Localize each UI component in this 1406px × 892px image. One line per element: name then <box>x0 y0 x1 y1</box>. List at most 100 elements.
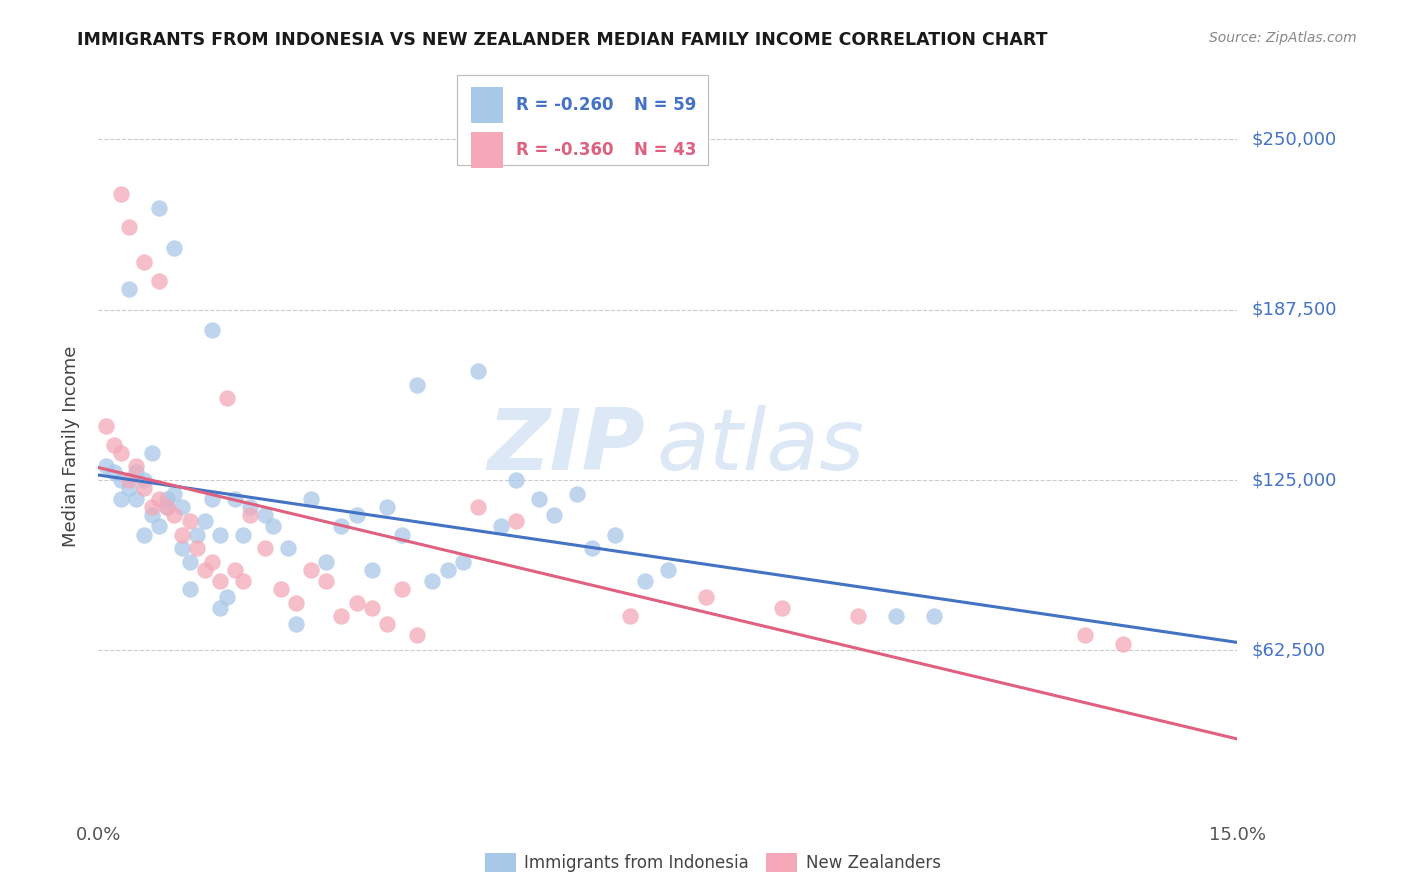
Point <box>208 574 231 588</box>
Point <box>884 609 907 624</box>
Point <box>118 473 141 487</box>
Point <box>232 527 254 541</box>
Point <box>224 563 246 577</box>
Point <box>132 255 155 269</box>
Point <box>375 617 398 632</box>
Point <box>467 364 489 378</box>
Point <box>299 563 322 577</box>
FancyBboxPatch shape <box>457 75 707 165</box>
Point <box>217 392 239 406</box>
Text: N = 43: N = 43 <box>634 141 696 159</box>
Text: New Zealanders: New Zealanders <box>806 854 941 871</box>
Point <box>224 492 246 507</box>
Point <box>232 574 254 588</box>
Point <box>125 465 148 479</box>
Point <box>179 514 201 528</box>
Point <box>141 446 163 460</box>
Point <box>103 465 125 479</box>
Point <box>170 500 193 515</box>
Point <box>391 527 413 541</box>
Point <box>94 459 117 474</box>
Point <box>330 609 353 624</box>
Text: N = 59: N = 59 <box>634 96 696 114</box>
Point <box>186 527 208 541</box>
Point <box>179 582 201 596</box>
Text: IMMIGRANTS FROM INDONESIA VS NEW ZEALANDER MEDIAN FAMILY INCOME CORRELATION CHAR: IMMIGRANTS FROM INDONESIA VS NEW ZEALAND… <box>77 31 1047 49</box>
Point <box>619 609 641 624</box>
Point <box>657 563 679 577</box>
Point <box>299 492 322 507</box>
Point <box>194 563 217 577</box>
Point <box>148 274 170 288</box>
Point <box>436 563 458 577</box>
Point <box>110 492 132 507</box>
Text: R = -0.260: R = -0.260 <box>516 96 614 114</box>
Y-axis label: Median Family Income: Median Family Income <box>62 345 80 547</box>
Point <box>406 377 429 392</box>
Point <box>315 555 337 569</box>
Point <box>201 323 224 337</box>
Point <box>148 519 170 533</box>
Point <box>846 609 869 624</box>
Point <box>375 500 398 515</box>
Point <box>277 541 299 556</box>
Point <box>422 574 444 588</box>
Point <box>467 500 489 515</box>
Point <box>1074 628 1097 642</box>
Point <box>156 500 179 515</box>
Point <box>163 242 186 256</box>
Point <box>141 500 163 515</box>
Point <box>1112 636 1135 650</box>
Point <box>163 486 186 500</box>
Point <box>194 514 217 528</box>
Point <box>254 541 277 556</box>
Point <box>565 486 588 500</box>
Point <box>505 514 527 528</box>
Point <box>254 508 277 523</box>
Point <box>103 437 125 451</box>
Point <box>527 492 550 507</box>
Point <box>262 519 284 533</box>
Point <box>581 541 603 556</box>
Point <box>360 563 382 577</box>
Point <box>179 555 201 569</box>
Point <box>505 473 527 487</box>
Point <box>451 555 474 569</box>
Point <box>239 508 262 523</box>
Point <box>156 492 179 507</box>
Point <box>141 508 163 523</box>
Point <box>284 617 307 632</box>
Point <box>132 473 155 487</box>
Point <box>217 591 239 605</box>
Point <box>110 446 132 460</box>
Point <box>148 492 170 507</box>
Point <box>125 492 148 507</box>
Point <box>186 541 208 556</box>
Point <box>922 609 945 624</box>
Point <box>110 186 132 201</box>
Point <box>125 459 148 474</box>
Point <box>148 201 170 215</box>
Point <box>634 574 657 588</box>
Text: $62,500: $62,500 <box>1251 641 1326 659</box>
Point <box>770 601 793 615</box>
Text: ZIP: ZIP <box>488 404 645 488</box>
Point <box>170 527 193 541</box>
Point <box>391 582 413 596</box>
Point <box>239 500 262 515</box>
FancyBboxPatch shape <box>471 132 503 168</box>
Text: Immigrants from Indonesia: Immigrants from Indonesia <box>524 854 749 871</box>
Point <box>330 519 353 533</box>
Point <box>170 541 193 556</box>
Point <box>118 481 141 495</box>
Point <box>406 628 429 642</box>
Point <box>489 519 512 533</box>
Point <box>360 601 382 615</box>
Point <box>603 527 626 541</box>
Point <box>284 596 307 610</box>
Point <box>132 481 155 495</box>
Point <box>346 508 368 523</box>
Text: $125,000: $125,000 <box>1251 471 1337 489</box>
Point <box>163 508 186 523</box>
Point <box>94 418 117 433</box>
